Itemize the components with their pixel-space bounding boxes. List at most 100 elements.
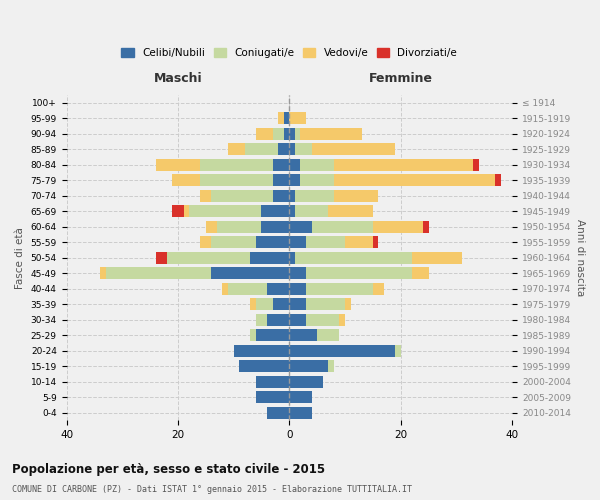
Bar [189, 206, 262, 218]
Bar [306, 267, 412, 280]
Bar [272, 128, 284, 140]
Bar [289, 314, 306, 326]
Bar [373, 236, 379, 248]
Bar [295, 144, 311, 156]
Bar [306, 282, 373, 295]
Bar [412, 267, 428, 280]
Bar [289, 144, 295, 156]
Bar [328, 360, 334, 372]
Bar [306, 236, 345, 248]
Bar [301, 174, 334, 186]
Bar [345, 236, 373, 248]
Bar [306, 314, 340, 326]
Bar [295, 252, 412, 264]
Bar [217, 221, 262, 233]
Bar [289, 376, 323, 388]
Bar [289, 360, 328, 372]
Bar [239, 360, 289, 372]
Bar [311, 144, 395, 156]
Bar [200, 159, 272, 171]
Bar [473, 159, 479, 171]
Bar [250, 298, 256, 310]
Bar [301, 159, 334, 171]
Bar [289, 298, 306, 310]
Bar [155, 159, 200, 171]
Bar [172, 174, 200, 186]
Bar [289, 267, 306, 280]
Bar [262, 221, 289, 233]
Bar [256, 298, 272, 310]
Bar [267, 314, 289, 326]
Bar [289, 282, 306, 295]
Bar [295, 128, 301, 140]
Bar [284, 112, 289, 124]
Bar [278, 144, 289, 156]
Bar [289, 344, 395, 356]
Bar [223, 282, 228, 295]
Bar [211, 236, 256, 248]
Bar [200, 236, 211, 248]
Bar [172, 206, 184, 218]
Bar [289, 221, 311, 233]
Bar [272, 298, 289, 310]
Bar [289, 174, 301, 186]
Bar [155, 252, 167, 264]
Bar [256, 314, 267, 326]
Bar [228, 144, 245, 156]
Bar [250, 252, 289, 264]
Bar [496, 174, 501, 186]
Bar [256, 236, 289, 248]
Bar [289, 252, 295, 264]
Bar [245, 144, 278, 156]
Bar [328, 206, 373, 218]
Bar [100, 267, 106, 280]
Bar [340, 314, 345, 326]
Bar [272, 174, 289, 186]
Legend: Celibi/Nubili, Coniugati/e, Vedovi/e, Divorziati/e: Celibi/Nubili, Coniugati/e, Vedovi/e, Di… [118, 45, 460, 62]
Bar [262, 206, 289, 218]
Bar [106, 267, 211, 280]
Bar [289, 236, 306, 248]
Bar [200, 190, 211, 202]
Bar [311, 221, 373, 233]
Bar [233, 344, 289, 356]
Bar [317, 329, 340, 341]
Bar [289, 112, 306, 124]
Bar [289, 190, 295, 202]
Bar [272, 159, 289, 171]
Bar [256, 391, 289, 403]
Bar [272, 190, 289, 202]
Bar [334, 159, 473, 171]
Bar [206, 221, 217, 233]
Bar [295, 190, 334, 202]
Bar [267, 282, 289, 295]
Bar [289, 391, 311, 403]
Bar [295, 206, 328, 218]
Bar [373, 282, 384, 295]
Bar [184, 206, 189, 218]
Bar [395, 344, 401, 356]
Bar [289, 329, 317, 341]
Bar [412, 252, 462, 264]
Bar [289, 159, 301, 171]
Y-axis label: Fasce di età: Fasce di età [15, 227, 25, 288]
Y-axis label: Anni di nascita: Anni di nascita [575, 219, 585, 296]
Text: Femmine: Femmine [369, 72, 433, 85]
Bar [306, 298, 345, 310]
Text: Maschi: Maschi [154, 72, 202, 85]
Bar [373, 221, 423, 233]
Bar [267, 406, 289, 418]
Bar [256, 376, 289, 388]
Bar [250, 329, 256, 341]
Bar [211, 267, 289, 280]
Bar [228, 282, 267, 295]
Text: Popolazione per età, sesso e stato civile - 2015: Popolazione per età, sesso e stato civil… [12, 462, 325, 475]
Text: COMUNE DI CARBONE (PZ) - Dati ISTAT 1° gennaio 2015 - Elaborazione TUTTITALIA.IT: COMUNE DI CARBONE (PZ) - Dati ISTAT 1° g… [12, 485, 412, 494]
Bar [334, 174, 496, 186]
Bar [345, 298, 350, 310]
Bar [167, 252, 250, 264]
Bar [200, 174, 272, 186]
Bar [423, 221, 428, 233]
Bar [289, 206, 295, 218]
Bar [289, 128, 295, 140]
